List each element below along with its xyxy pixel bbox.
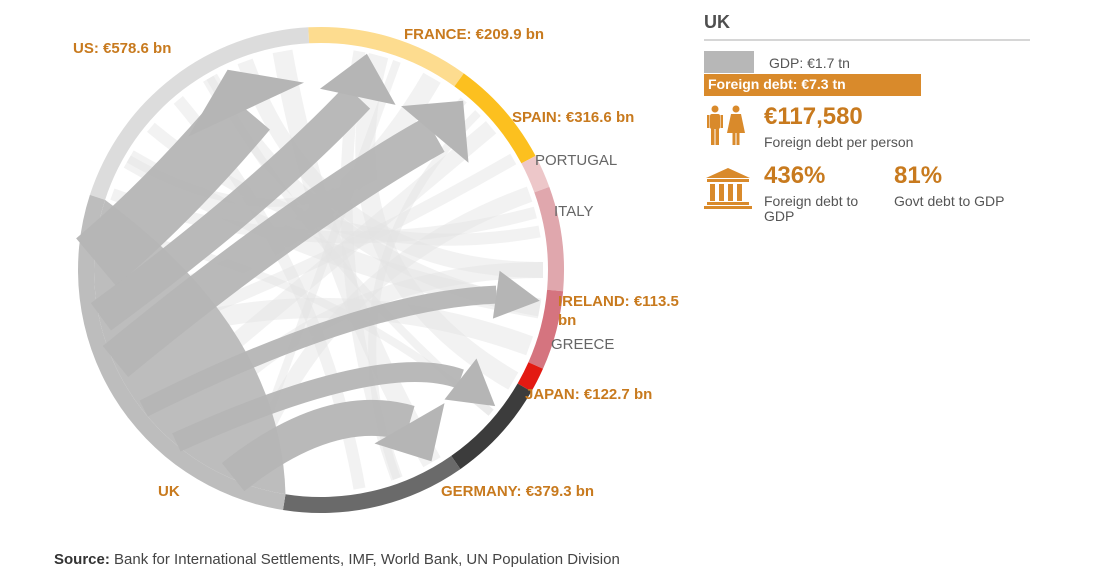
label-portugal: PORTUGAL xyxy=(535,152,617,169)
arrowhead-france xyxy=(320,53,396,105)
flow-uk-to-ireland xyxy=(139,285,497,417)
segment-spain xyxy=(454,73,536,164)
segment-portugal xyxy=(521,155,550,193)
govt-debt-value: 81% xyxy=(894,162,943,189)
gdp-label: GDP: €1.7 tn xyxy=(769,55,850,71)
label-spain: SPAIN: €316.6 bn xyxy=(512,109,634,126)
flow-uk-to-germany xyxy=(221,399,415,492)
label-uk: UK xyxy=(158,483,180,500)
arrowhead-ireland xyxy=(492,270,540,319)
foreign-debt-label: Foreign debt: €7.3 tn xyxy=(708,76,846,92)
foreign-debt-bar: Foreign debt: €7.3 tn xyxy=(704,74,921,96)
segment-italy xyxy=(534,186,565,292)
background-chord xyxy=(237,58,544,278)
ring-labels: US: €578.6 bn FRANCE: €209.9 bn SPAIN: €31… xyxy=(73,26,679,500)
arrowhead-japan xyxy=(444,358,496,407)
background-chord xyxy=(355,53,519,390)
debt-to-gdp-value: 436% xyxy=(764,162,826,189)
flow-uk-to-spain xyxy=(102,116,445,377)
segment-us xyxy=(89,27,310,200)
label-ireland: IRELAND: €113.5 bn xyxy=(558,293,679,329)
flow-uk-to-france xyxy=(90,85,371,331)
uk-outflows xyxy=(76,53,540,492)
gdp-bar xyxy=(704,51,754,73)
stats-area: €117,580 Foreign debt per person 436% Fo… xyxy=(704,103,1030,245)
source-text: Bank for International Settlements, IMF,… xyxy=(114,551,620,568)
arrowhead-us xyxy=(188,69,304,137)
debt-row: Foreign debt: €7.3 tn xyxy=(704,74,1030,105)
people-icon xyxy=(704,105,748,152)
label-france: FRANCE: €209.9 bn xyxy=(404,26,544,43)
source-prefix: Source: xyxy=(54,551,110,568)
label-germany: GERMANY: €379.3 bn xyxy=(441,483,594,500)
segment-greece xyxy=(517,362,543,392)
label-us: US: €578.6 bn xyxy=(73,40,171,57)
flow-uk-to-us xyxy=(76,89,270,286)
segment-germany xyxy=(283,455,461,514)
flow-uk-to-japan xyxy=(172,362,464,452)
per-person-label: Foreign debt per person xyxy=(764,134,914,150)
chord-diagram: US: €578.6 bn FRANCE: €209.9 bn SPAIN: €31… xyxy=(73,26,679,514)
segment-ireland xyxy=(528,289,564,369)
panel-title: UK xyxy=(704,12,1030,41)
arrowhead-germany xyxy=(374,403,445,462)
label-italy: ITALY xyxy=(554,203,593,220)
gdp-row: GDP: €1.7 tn xyxy=(704,51,1030,73)
arrowhead-spain xyxy=(401,100,469,163)
debt-to-gdp-label: Foreign debt to GDP xyxy=(764,193,859,224)
segment-france xyxy=(308,26,464,87)
segment-japan xyxy=(451,383,532,470)
debt-to-gdp-stat: 436% Foreign debt to GDP xyxy=(764,162,884,224)
source-note: Source: Bank for International Settlemen… xyxy=(54,551,620,568)
per-person-value: €117,580 xyxy=(764,103,863,130)
govt-debt-label: Govt debt to GDP xyxy=(894,193,1005,209)
label-japan: JAPAN: €122.7 bn xyxy=(525,386,652,403)
country-panel: UK GDP: €1.7 tn Foreign debt: €7.3 tn xyxy=(704,12,1030,245)
per-person-stat: €117,580 Foreign debt per person xyxy=(764,103,913,150)
govt-debt-stat: 81% Govt debt to GDP xyxy=(894,162,1034,209)
bank-icon xyxy=(704,167,752,214)
label-greece: GREECE xyxy=(551,336,614,353)
